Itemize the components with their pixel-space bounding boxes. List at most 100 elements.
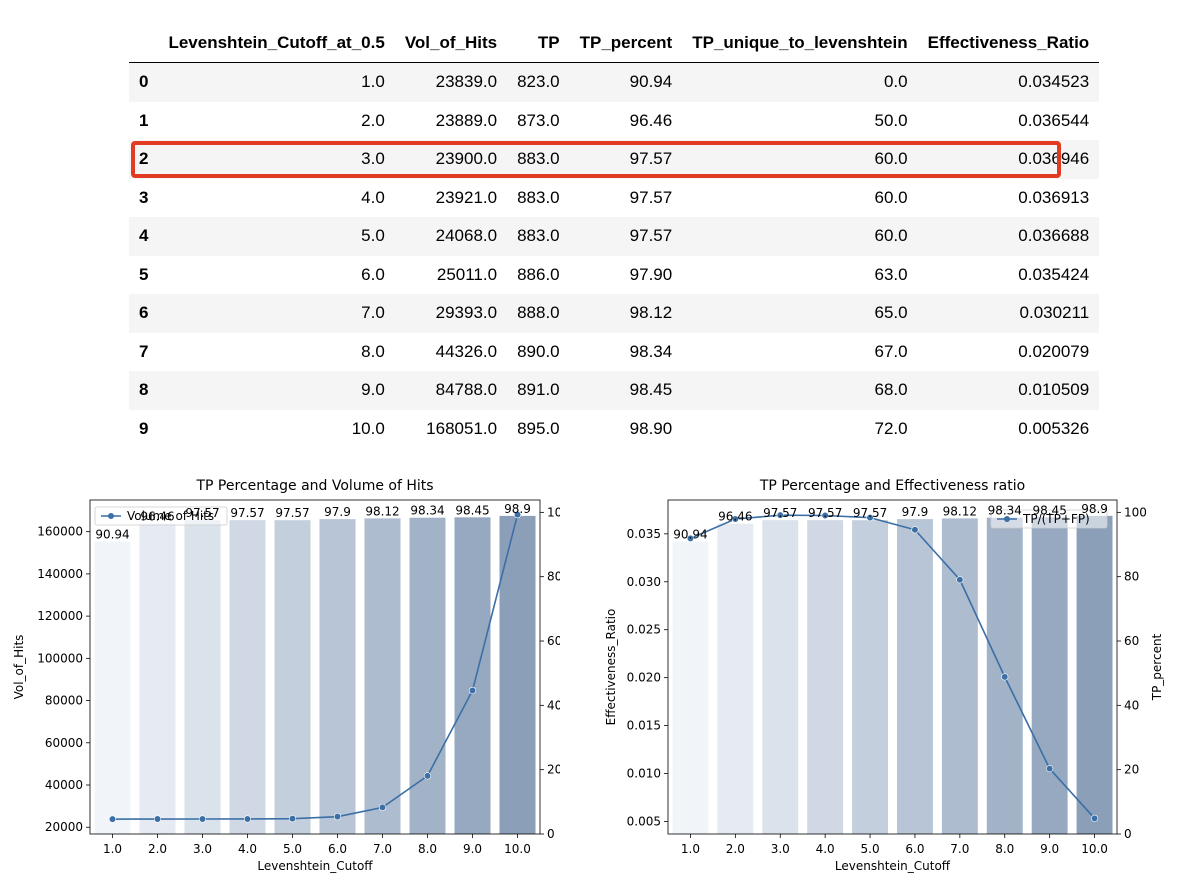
y-left-tick-label: 100000 <box>37 651 83 665</box>
table-cell: 0.005326 <box>1018 418 1090 438</box>
table-cell: 96.46 <box>629 110 673 130</box>
table-row: 0 1.0 23839.0 823.0 90.94 0.0 0.034523 <box>129 62 1100 102</box>
bar <box>762 520 799 834</box>
table-cell: 23900.0 <box>435 149 498 169</box>
table-cell: 50.0 <box>874 110 908 130</box>
y-right-tick-label: 100 <box>547 505 560 519</box>
bar <box>409 517 446 834</box>
bar-value-label: 98.45 <box>1032 503 1066 517</box>
table-cell: 10.0 <box>351 418 385 438</box>
column-header: TP_percent <box>569 24 683 63</box>
table-cell: 60.0 <box>874 187 908 207</box>
bar <box>941 518 978 834</box>
row-index-cell: 9 <box>139 418 149 438</box>
bar <box>454 517 491 834</box>
table-cell: 60.0 <box>874 226 908 246</box>
line-point <box>423 772 432 780</box>
table-cell: 3.0 <box>361 149 385 169</box>
y-left-tick-label: 0.025 <box>627 623 661 637</box>
table-cell: 98.45 <box>629 380 673 400</box>
bar <box>896 519 933 834</box>
line-point <box>731 515 739 523</box>
x-tick-label: 3.0 <box>193 842 212 856</box>
table-cell: 9.0 <box>361 380 385 400</box>
table-cell: 0.035424 <box>1018 264 1090 284</box>
results-table: Levenshtein_Cutoff_at_0.5 Vol_of_Hits TP TP… <box>129 24 1100 448</box>
table-cell: 60.0 <box>874 149 908 169</box>
row-index-cell: 2 <box>139 149 149 169</box>
legend-label: Volume of Hits <box>127 509 214 523</box>
column-header: Effectiveness_Ratio <box>917 24 1100 63</box>
x-tick-label: 7.0 <box>373 842 392 856</box>
y-right-tick-label: 40 <box>547 698 560 712</box>
bar-value-label: 97.57 <box>185 506 219 520</box>
y-left-tick-label: 140000 <box>37 567 83 581</box>
table-cell: 0.030211 <box>1019 303 1090 323</box>
bar <box>717 523 754 834</box>
x-tick-label: 4.0 <box>238 842 257 856</box>
y-left-tick-label: 160000 <box>37 525 83 539</box>
table-cell: 98.12 <box>629 303 673 323</box>
y-left-tick-label: 0.020 <box>627 671 661 685</box>
table-cell: 84788.0 <box>435 380 498 400</box>
table-cell: 90.94 <box>629 72 673 92</box>
x-tick-label: 8.0 <box>995 842 1014 856</box>
line-point <box>821 511 829 520</box>
table-cell: 23921.0 <box>435 187 498 207</box>
table-cell: 97.57 <box>629 187 673 207</box>
y-right-tick-label: 60 <box>1124 634 1139 648</box>
row-index-cell: 8 <box>139 380 149 400</box>
legend-box <box>990 509 1108 529</box>
table-cell: 4.0 <box>361 187 385 207</box>
table-cell: 0.010509 <box>1018 380 1090 400</box>
table-cell: 8.0 <box>361 341 385 361</box>
bar-value-label: 98.34 <box>988 504 1022 518</box>
table-body: 0 1.0 23839.0 823.0 90.94 0.0 0.034523 1 2.0 2388… <box>129 62 1100 448</box>
y-right-tick-label: 20 <box>1124 763 1139 777</box>
bar-value-label: 98.34 <box>410 504 444 518</box>
bar <box>229 520 266 834</box>
table-cell: 0.036688 <box>1018 226 1090 246</box>
y-right-tick-label: 80 <box>547 570 560 584</box>
table-row: 5 6.0 25011.0 886.0 97.90 63.0 0.035424 <box>129 255 1100 294</box>
table-cell: 2.0 <box>361 110 385 130</box>
table-cell: 0.036946 <box>1018 149 1090 169</box>
row-index-cell: 1 <box>139 110 149 130</box>
bar <box>1076 515 1113 834</box>
table-row: 6 7.0 29393.0 888.0 98.12 65.0 0.030211 <box>129 294 1100 333</box>
bar-value-label: 97.9 <box>902 505 929 519</box>
bar-value-label: 97.57 <box>808 506 842 520</box>
line-point <box>153 815 162 823</box>
table-row: 4 5.0 24068.0 883.0 97.57 60.0 0.036688 <box>129 217 1100 256</box>
x-axis-label: Levenshtein_Cutoff <box>257 859 373 873</box>
table-cell: 0.020079 <box>1018 341 1090 361</box>
y-left-tick-label: 0.015 <box>627 719 661 733</box>
line-point <box>378 803 387 812</box>
y-left-tick-label: 20000 <box>45 820 83 834</box>
bar <box>364 518 401 834</box>
table-cell: 24068.0 <box>435 226 498 246</box>
line-point <box>288 815 297 823</box>
line-series <box>112 514 519 820</box>
y-left-tick-label: 0.030 <box>627 575 661 589</box>
table-cell: 25011.0 <box>436 264 498 284</box>
table-cell: 29393.0 <box>435 303 498 323</box>
bar-value-label: 98.9 <box>504 502 531 516</box>
x-tick-label: 9.0 <box>463 842 482 856</box>
row-index-cell: 0 <box>139 72 149 92</box>
row-index-cell: 7 <box>139 341 149 361</box>
chart-title: TP Percentage and Effectiveness ratio <box>759 478 1025 494</box>
bar <box>319 519 356 834</box>
y-right-tick-label: 0 <box>547 827 555 841</box>
column-header: Levenshtein_Cutoff_at_0.5 <box>158 24 395 63</box>
table-cell: 97.57 <box>629 149 673 169</box>
column-header: Vol_of_Hits <box>394 24 508 63</box>
table-cell: 68.0 <box>874 380 908 400</box>
x-tick-label: 3.0 <box>771 842 790 856</box>
table-cell: 0.034523 <box>1018 72 1090 92</box>
table-cell: 823.0 <box>517 72 560 92</box>
line-point <box>776 511 784 519</box>
bar <box>274 520 311 834</box>
column-header-index <box>129 24 159 63</box>
table-cell: 890.0 <box>517 341 560 361</box>
